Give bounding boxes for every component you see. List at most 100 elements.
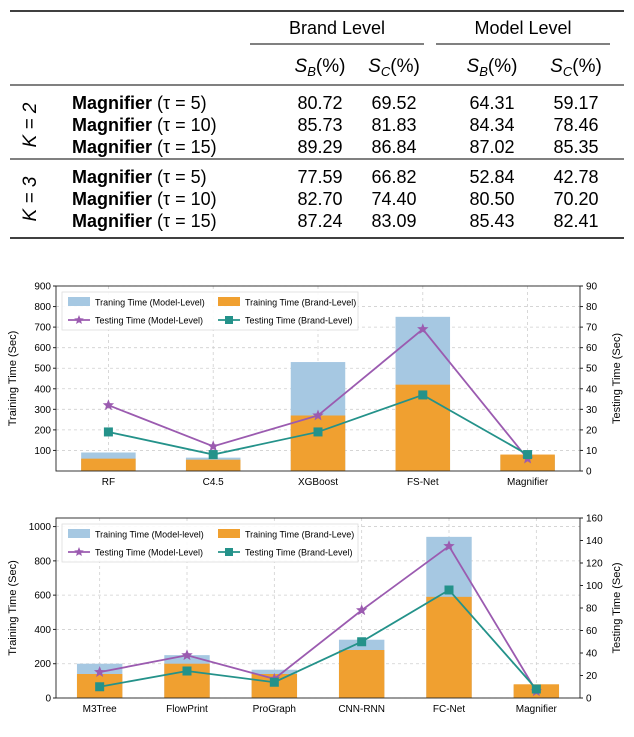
point-testing-model	[181, 649, 193, 661]
point-testing-brand	[313, 427, 323, 437]
point-testing-model	[312, 409, 324, 421]
y2-tick-label: 100	[586, 581, 603, 592]
table-cell: 80.50	[469, 189, 514, 209]
point-testing-brand	[357, 637, 367, 647]
legend-label: Testing Time (Model-Level)	[95, 548, 203, 558]
legend-label: Testing Time (Model-Level)	[95, 316, 203, 326]
table-cell: 82.70	[297, 189, 342, 209]
y-tick-label: 400	[34, 625, 51, 636]
table-cell: 64.31	[469, 93, 514, 113]
y2-tick-label: 140	[586, 536, 603, 547]
y2-tick-label: 80	[586, 604, 598, 615]
table-cell: 81.83	[371, 115, 416, 135]
legend-label: Training Time (Model-level)	[95, 530, 204, 540]
table-cell: 87.02	[469, 137, 514, 157]
legend-label: Training Time (Brand-Level)	[245, 298, 356, 308]
y2-tick-label: 20	[586, 671, 598, 682]
y2-tick-label: 120	[586, 559, 603, 570]
table-cell: 77.59	[297, 167, 342, 187]
y-tick-label: 300	[34, 405, 51, 416]
y2-tick-label: 90	[586, 282, 598, 293]
point-testing-model	[94, 666, 106, 677]
point-testing-brand	[444, 585, 454, 595]
x-tick-label: FlowPrint	[166, 704, 208, 715]
table-cell: 85.73	[297, 115, 342, 135]
legend-swatch	[218, 529, 240, 538]
k-label: K = 3	[20, 176, 41, 221]
point-testing-brand	[523, 450, 533, 460]
y-tick-label: 900	[34, 282, 51, 293]
point-testing-brand	[95, 682, 105, 692]
table-cell: 84.34	[469, 115, 514, 135]
x-tick-label: C4.5	[203, 477, 225, 488]
y2-tick-label: 10	[586, 446, 598, 457]
x-tick-label: FS-Net	[407, 477, 439, 488]
y2-tick-label: 0	[586, 694, 592, 705]
method-label: Magnifier (τ = 15)	[72, 137, 217, 157]
y-axis-label: Training Time (Sec)	[7, 331, 19, 427]
table-cell: 89.29	[297, 137, 342, 157]
bar-brand-level	[185, 459, 241, 471]
table-cell: 85.43	[469, 211, 514, 231]
x-tick-label: Magnifier	[507, 477, 549, 488]
chart-1: 100 200 300 400 500 600 700 800 900 0 10 20 30 40 50 60…	[7, 282, 623, 489]
point-testing-brand	[531, 684, 541, 694]
table-cell: 74.40	[371, 189, 416, 209]
table-cell: 69.52	[371, 93, 416, 113]
y2-axis-label: Testing Time (Sec)	[611, 562, 623, 653]
legend-marker	[225, 548, 233, 556]
x-tick-label: RF	[102, 477, 115, 488]
bar-brand-level	[290, 415, 346, 471]
y2-tick-label: 70	[586, 323, 598, 334]
y2-tick-label: 40	[586, 384, 598, 395]
y-tick-label: 1000	[29, 522, 52, 533]
legend-swatch	[68, 297, 90, 306]
legend-swatch	[68, 529, 90, 538]
method-label: Magnifier (τ = 15)	[72, 211, 217, 231]
x-tick-label: Magnifier	[516, 704, 558, 715]
column-header: SB(%)	[467, 56, 518, 79]
y2-tick-label: 160	[586, 514, 603, 525]
point-testing-model	[417, 323, 429, 334]
point-testing-brand	[208, 450, 218, 460]
y2-axis-label: Testing Time (Sec)	[611, 333, 623, 424]
line-testing-brand	[99, 588, 538, 690]
y-tick-label: 800	[34, 302, 51, 313]
y-tick-label: 200	[34, 425, 51, 436]
line-testing-model	[99, 544, 538, 692]
y-tick-label: 700	[34, 323, 51, 334]
bar-brand-level	[426, 596, 472, 698]
y-tick-label: 200	[34, 659, 51, 670]
point-testing-model	[356, 604, 368, 616]
y-tick-label: 800	[34, 556, 51, 567]
x-tick-label: M3Tree	[83, 704, 118, 715]
point-testing-brand	[418, 390, 428, 400]
legend-marker	[225, 316, 233, 324]
table-cell: 78.46	[553, 115, 598, 135]
y2-tick-label: 80	[586, 302, 598, 313]
table-cell: 52.84	[469, 167, 514, 187]
bar-brand-level	[81, 458, 136, 471]
legend-swatch	[218, 297, 240, 306]
point-testing-brand	[269, 677, 279, 687]
table-cell: 85.35	[553, 137, 598, 157]
table-cell: 83.09	[371, 211, 416, 231]
column-header: SC(%)	[368, 56, 420, 79]
legend-marker	[74, 547, 84, 556]
y2-tick-label: 60	[586, 343, 598, 354]
y-tick-label: 0	[45, 694, 51, 705]
point-testing-brand	[182, 666, 192, 676]
y-axis-label: Training Time (Sec)	[7, 560, 19, 656]
legend-label: Traning Time (Model-Level)	[95, 298, 205, 308]
table-cell: 82.41	[553, 211, 598, 231]
k-label: K = 2	[20, 102, 41, 147]
table-cell: 42.78	[553, 167, 598, 187]
legend	[61, 291, 359, 331]
table-cell: 87.24	[297, 211, 342, 231]
y-tick-label: 500	[34, 364, 51, 375]
legend-marker	[74, 315, 84, 324]
y2-tick-label: 30	[586, 405, 598, 416]
y2-tick-label: 0	[586, 467, 592, 478]
results-table-svg: Brand Level Model Level SB(%) SC(%) SB(%) SC(…	[10, 10, 624, 239]
y2-tick-label: 40	[586, 649, 598, 660]
